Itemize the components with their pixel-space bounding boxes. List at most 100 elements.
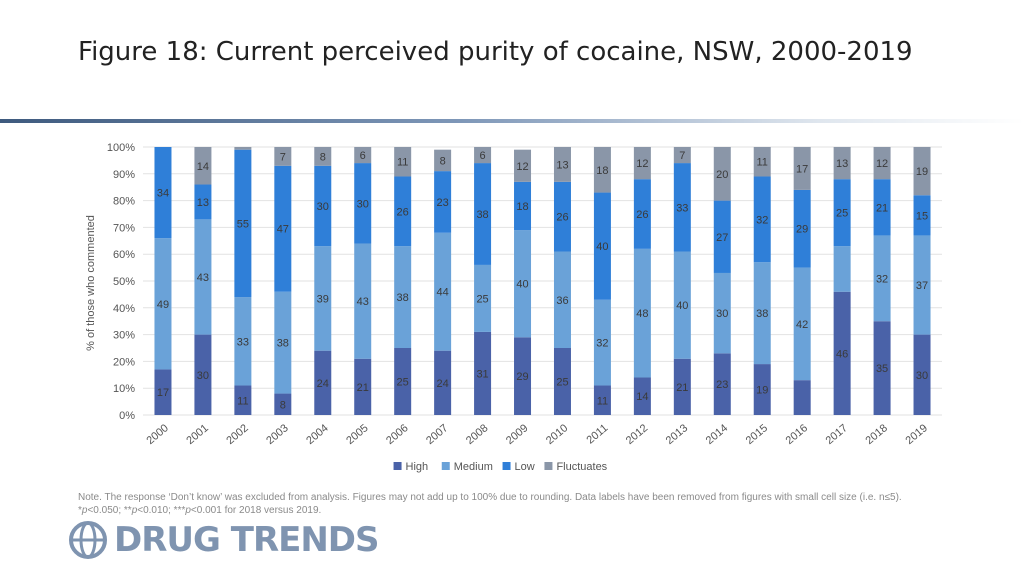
data-label: 47 <box>277 224 289 236</box>
data-label: 12 <box>516 161 528 173</box>
data-label: 30 <box>916 370 928 382</box>
bar-segment-high <box>753 364 771 415</box>
bar-segment-low <box>434 171 452 233</box>
data-label: 11 <box>757 157 768 169</box>
bar-segment-high <box>873 321 891 415</box>
bar-segment-low <box>194 184 212 220</box>
data-label: 25 <box>397 377 409 389</box>
bar-segment-low <box>713 200 731 273</box>
y-axis-ticks: 0% 10% 20% 30% 40% 50% 60% 70% 80% 90% 100% <box>107 142 135 422</box>
legend-swatch-medium <box>441 462 450 470</box>
data-label: 14 <box>197 161 209 173</box>
bar-segment-high <box>514 337 532 415</box>
data-label: 38 <box>476 209 488 221</box>
x-tick-label: 2003 <box>264 422 290 447</box>
bar-segment-high <box>913 334 931 415</box>
data-label: 17 <box>796 163 808 175</box>
data-label: 29 <box>796 224 808 236</box>
x-tick-label: 2014 <box>704 422 730 447</box>
bar-segment-fluctuates <box>593 147 611 193</box>
bar-segment-medium <box>274 291 292 394</box>
data-label: 25 <box>836 208 848 220</box>
bar-segment-low <box>354 163 372 244</box>
bar-segment-low <box>673 163 691 252</box>
y-tick-label: 40% <box>113 303 135 315</box>
data-label: 18 <box>596 165 608 177</box>
x-tick-label: 2016 <box>784 422 810 447</box>
data-label: 11 <box>397 157 408 169</box>
data-label: 40 <box>596 241 608 253</box>
bar-segment-fluctuates <box>354 147 372 164</box>
x-tick-label: 2007 <box>424 422 450 447</box>
bar-segment-medium <box>673 251 691 359</box>
note-p-symbol-1: p <box>81 505 88 516</box>
bar-segment-low <box>514 181 532 231</box>
data-label: 23 <box>437 197 449 209</box>
x-tick-label: 2006 <box>384 422 410 447</box>
title-divider <box>0 119 1024 123</box>
bar-segment-medium <box>474 264 492 332</box>
chart-gridlines <box>143 146 942 416</box>
data-label: 42 <box>796 319 808 331</box>
bar-segment-fluctuates <box>793 147 811 190</box>
data-label: 12 <box>876 158 888 170</box>
data-label: 24 <box>437 378 449 390</box>
bar-segment-medium <box>154 238 172 370</box>
data-label: 8 <box>320 151 326 163</box>
bar-segment-fluctuates <box>514 149 532 182</box>
bar-segment-low <box>154 147 172 239</box>
bar-segment-high <box>314 350 332 415</box>
data-label: 11 <box>597 395 608 407</box>
bar-segment-low <box>314 165 332 247</box>
bar-segment-high <box>394 348 412 415</box>
bar-segment-fluctuates <box>713 147 731 201</box>
data-label: 48 <box>636 308 648 320</box>
data-label: 12 <box>636 158 648 170</box>
data-label: 18 <box>516 201 528 213</box>
legend-label-high: High <box>406 461 429 473</box>
data-label: 25 <box>476 293 488 305</box>
y-tick-label: 100% <box>107 142 135 154</box>
bar-segment-low <box>394 176 412 247</box>
bar-segment-fluctuates <box>633 147 651 180</box>
data-label: 26 <box>636 209 648 221</box>
bar-segment-medium <box>873 235 891 322</box>
data-label: 39 <box>317 293 329 305</box>
data-label: 8 <box>440 155 446 167</box>
data-label: 34 <box>157 188 169 200</box>
bar-segment-low <box>553 181 571 252</box>
bar-segment-medium <box>833 246 851 292</box>
x-tick-label: 2015 <box>744 422 770 447</box>
data-label: 6 <box>480 150 486 162</box>
data-label: 27 <box>716 232 728 244</box>
bar-segment-fluctuates <box>873 147 891 180</box>
data-label: 11 <box>237 395 248 407</box>
data-label: 55 <box>237 218 249 230</box>
data-label: 40 <box>676 300 688 312</box>
bar-segment-fluctuates <box>474 147 492 164</box>
x-tick-label: 2017 <box>824 422 850 447</box>
bar-segment-medium <box>514 230 532 338</box>
bar-segment-high <box>274 393 292 415</box>
bar-segment-medium <box>234 297 252 386</box>
data-label: 36 <box>556 295 568 307</box>
data-label: 23 <box>716 379 728 391</box>
note-text-4: <0.001 for 2018 versus 2019. <box>190 505 322 516</box>
bar-segment-fluctuates <box>673 147 691 164</box>
bar-segment-fluctuates <box>553 147 571 182</box>
bar-segment-low <box>274 165 292 292</box>
bar-segment-low <box>833 179 851 247</box>
y-tick-label: 80% <box>113 196 135 208</box>
y-tick-label: 20% <box>113 356 135 368</box>
x-tick-label: 2001 <box>184 422 210 447</box>
y-tick-label: 90% <box>113 169 135 181</box>
bar-segment-fluctuates <box>833 147 851 180</box>
data-label: 32 <box>756 214 768 226</box>
data-label: 26 <box>397 206 409 218</box>
y-tick-label: 10% <box>113 383 135 395</box>
bar-segment-high <box>673 358 691 415</box>
data-label: 38 <box>277 338 289 350</box>
data-label: 30 <box>716 308 728 320</box>
y-tick-label: 50% <box>113 276 135 288</box>
legend-swatch-fluctuates <box>544 462 553 470</box>
